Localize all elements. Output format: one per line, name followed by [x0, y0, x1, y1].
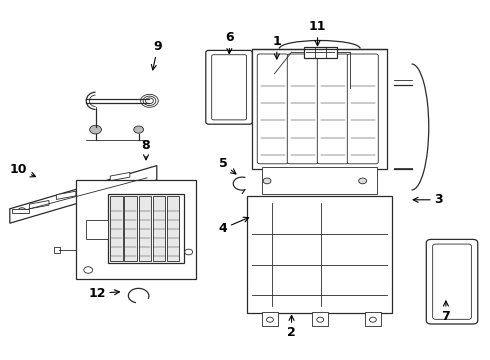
Text: 2: 2	[287, 315, 296, 339]
Text: 1: 1	[272, 35, 281, 59]
Polygon shape	[110, 172, 130, 181]
Circle shape	[317, 317, 323, 322]
Text: 6: 6	[225, 31, 234, 54]
Circle shape	[134, 126, 144, 133]
Text: 4: 4	[219, 217, 248, 235]
Text: 5: 5	[219, 157, 236, 174]
Text: 11: 11	[309, 21, 326, 46]
Circle shape	[359, 178, 367, 184]
Circle shape	[369, 317, 376, 322]
Circle shape	[18, 208, 26, 213]
FancyBboxPatch shape	[212, 55, 246, 120]
Bar	[86, 220, 108, 239]
Text: 3: 3	[413, 193, 443, 206]
FancyBboxPatch shape	[257, 54, 288, 164]
Bar	[76, 180, 196, 279]
Bar	[262, 167, 377, 194]
Text: 8: 8	[142, 139, 150, 160]
FancyBboxPatch shape	[206, 50, 252, 124]
Bar	[262, 312, 278, 326]
Bar	[54, 247, 60, 253]
Bar	[153, 196, 165, 261]
Bar	[108, 194, 184, 263]
Polygon shape	[29, 201, 49, 209]
FancyBboxPatch shape	[318, 54, 348, 164]
Polygon shape	[56, 191, 76, 199]
FancyBboxPatch shape	[426, 239, 478, 324]
Bar	[12, 209, 29, 213]
Bar	[313, 312, 328, 326]
Text: 12: 12	[88, 287, 120, 300]
Circle shape	[90, 125, 101, 134]
Polygon shape	[10, 166, 157, 223]
Bar	[139, 196, 151, 261]
Bar	[252, 49, 387, 169]
Circle shape	[185, 249, 193, 255]
FancyBboxPatch shape	[433, 244, 471, 319]
FancyBboxPatch shape	[347, 54, 378, 164]
Bar	[365, 312, 381, 326]
Circle shape	[263, 178, 271, 184]
FancyBboxPatch shape	[287, 54, 318, 164]
Bar	[167, 196, 179, 261]
Circle shape	[267, 317, 273, 322]
Polygon shape	[83, 182, 103, 190]
Text: 7: 7	[441, 301, 450, 323]
Bar	[110, 196, 122, 261]
Bar	[304, 47, 337, 58]
Text: 10: 10	[10, 163, 35, 177]
Text: 9: 9	[151, 40, 162, 70]
Circle shape	[84, 267, 93, 273]
Bar	[247, 196, 392, 313]
Bar	[124, 196, 137, 261]
